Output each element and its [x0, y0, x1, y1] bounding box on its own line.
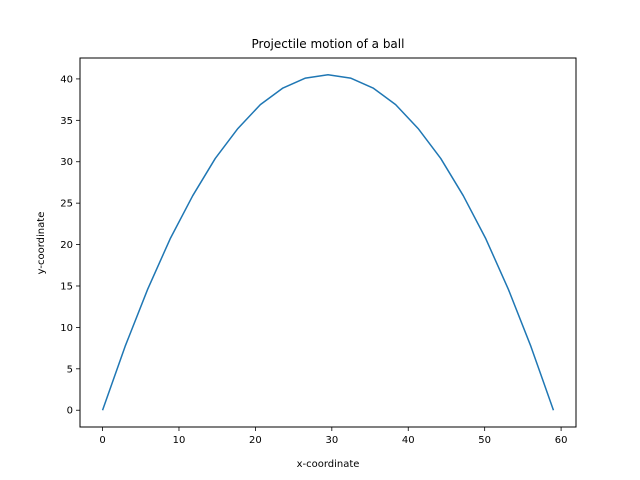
y-tick-label: 30: [60, 157, 73, 168]
x-tick-label: 50: [478, 435, 491, 446]
y-tick-label: 0: [67, 406, 73, 417]
y-axis-label: y-coordinate: [36, 212, 47, 275]
y-tick-label: 40: [60, 74, 73, 85]
axes-frame: [79, 57, 577, 428]
y-tick-label: 35: [60, 116, 73, 127]
y-tick-label: 15: [60, 281, 73, 292]
y-tick-label: 20: [60, 240, 73, 251]
x-axis: 0 10 20 30 40 50 60: [99, 427, 567, 446]
x-tick-label: 40: [402, 435, 415, 446]
x-tick-label: 0: [99, 435, 105, 446]
x-tick-label: 30: [325, 435, 338, 446]
y-tick-label: 10: [60, 323, 73, 334]
series-line-0: [101, 74, 555, 411]
x-axis-label: x-coordinate: [297, 459, 360, 470]
y-tick-label: 5: [67, 364, 73, 375]
y-tick-label: 25: [60, 199, 73, 210]
y-axis: 0 5 10 15 20 25 30 35 40: [60, 74, 80, 417]
x-tick-label: 10: [173, 435, 186, 446]
plot-area: [101, 74, 555, 411]
x-tick-label: 60: [555, 435, 568, 446]
chart-title: Projectile motion of a ball: [252, 37, 405, 51]
x-tick-label: 20: [249, 435, 262, 446]
